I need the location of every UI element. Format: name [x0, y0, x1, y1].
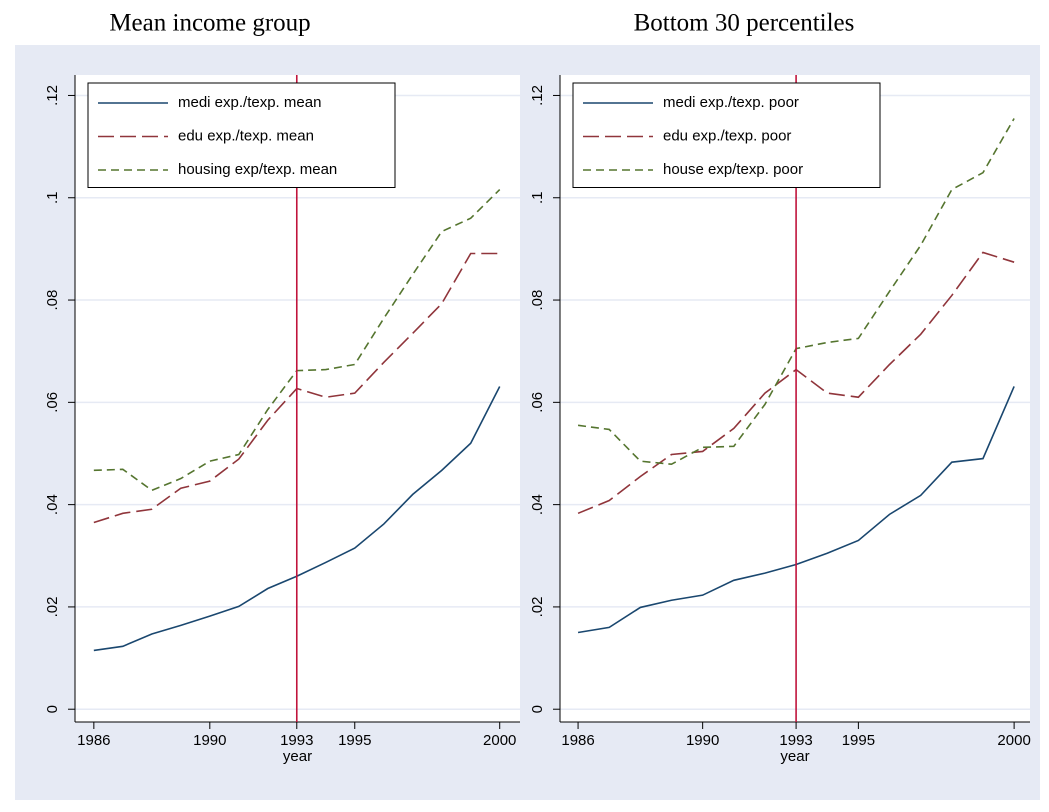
- legend-label: medi exp./texp. mean: [178, 94, 321, 111]
- y-tick-label: .1: [44, 191, 61, 204]
- x-axis-label: year: [283, 748, 312, 765]
- y-tick-label: .06: [44, 392, 61, 413]
- x-tick-label: 1993: [779, 732, 812, 749]
- legend-label: house exp/texp. poor: [663, 161, 803, 178]
- legend-label: edu exp./texp. poor: [663, 127, 791, 144]
- x-tick-label: 2000: [483, 732, 516, 749]
- y-tick-label: .12: [44, 85, 61, 106]
- x-tick-label: 2000: [997, 732, 1030, 749]
- x-tick-label: 1995: [842, 732, 875, 749]
- legend-label: housing exp/texp. mean: [178, 161, 337, 178]
- y-tick-label: .08: [44, 290, 61, 311]
- chart-title: Mean income group: [109, 10, 310, 37]
- y-tick-label: .12: [529, 85, 546, 106]
- x-tick-label: 1990: [686, 732, 719, 749]
- legend-label: medi exp./texp. poor: [663, 94, 799, 111]
- x-tick-label: 1986: [561, 732, 594, 749]
- chart-title: Bottom 30 percentiles: [634, 10, 855, 37]
- x-tick-label: 1993: [280, 732, 313, 749]
- x-tick-label: 1995: [338, 732, 371, 749]
- y-tick-label: 0: [44, 705, 61, 713]
- x-axis-label: year: [780, 748, 809, 765]
- x-tick-label: 1990: [193, 732, 226, 749]
- y-tick-label: .02: [529, 596, 546, 617]
- y-tick-label: .04: [529, 494, 546, 515]
- y-tick-label: .02: [44, 596, 61, 617]
- y-tick-label: .1: [529, 191, 546, 204]
- y-tick-label: .04: [44, 494, 61, 515]
- x-tick-label: 1986: [77, 732, 110, 749]
- legend-label: edu exp./texp. mean: [178, 127, 314, 144]
- y-tick-label: .06: [529, 392, 546, 413]
- y-tick-label: .08: [529, 290, 546, 311]
- y-tick-label: 0: [529, 705, 546, 713]
